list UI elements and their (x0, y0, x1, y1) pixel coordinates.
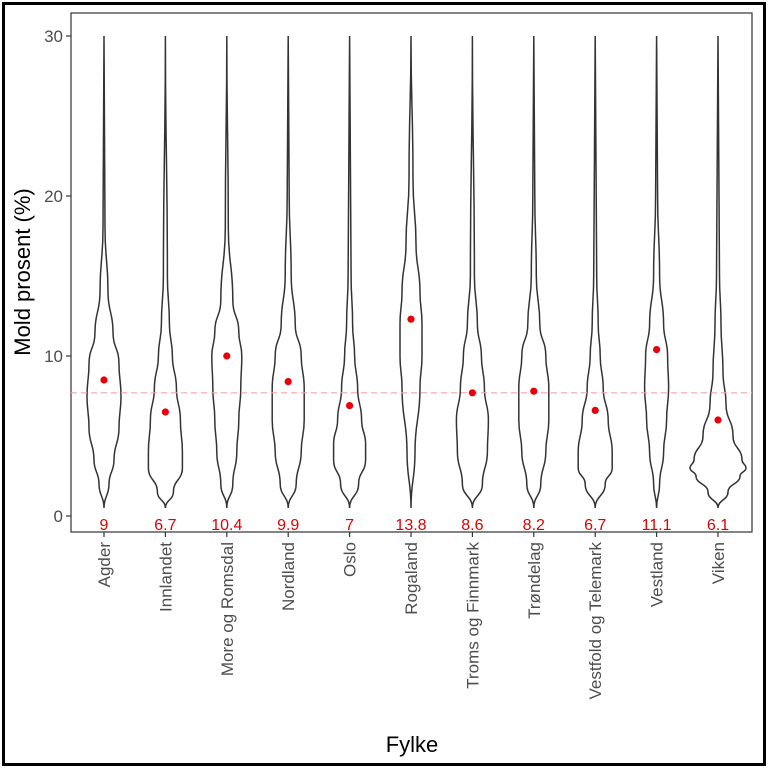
x-tick-label: Agder (95, 542, 114, 588)
x-tick-label: Oslo (341, 542, 360, 577)
median-label: 8.6 (461, 517, 483, 534)
violin-vestfold-og-telemark (577, 35, 613, 509)
y-tick-label: 0 (54, 507, 63, 526)
mean-point (653, 346, 661, 354)
violin-vestland (643, 35, 670, 509)
x-tick-label: Nordland (279, 542, 298, 611)
x-tick-label: Innlandet (156, 542, 175, 612)
y-axis: 0 10 20 30 (44, 27, 71, 526)
x-tick-label: Viken (709, 542, 728, 584)
x-tick-label: Vestfold og Telemark (586, 542, 605, 700)
median-labels: 9 6.7 10.4 9.9 7 13.8 8.6 8.2 6.7 11.1 6.1 (100, 517, 730, 534)
x-tick-label: More og Romsdal (218, 542, 237, 676)
mean-point (407, 315, 415, 323)
violin-oslo (332, 35, 367, 509)
violin-more-og-romsdal (211, 35, 243, 509)
y-axis-title: Mold prosent (%) (10, 188, 35, 356)
median-label: 6.7 (584, 517, 606, 534)
violin-agder (86, 35, 122, 509)
x-axis: Agder Innlandet More og Romsdal Nordland Osl… (95, 532, 728, 700)
mean-point (714, 416, 722, 424)
mean-point (591, 406, 599, 414)
x-tick-label: Rogaland (402, 542, 421, 615)
mean-point (530, 387, 538, 395)
mean-point (468, 389, 476, 397)
median-label: 8.2 (523, 517, 545, 534)
mean-point (100, 376, 108, 384)
x-tick-label: Trøndelag (525, 542, 544, 619)
median-label: 6.1 (707, 517, 729, 534)
median-label: 9 (100, 517, 109, 534)
median-label: 10.4 (211, 517, 242, 534)
x-tick-label: Troms og Finnmark (463, 542, 482, 689)
x-axis-title: Fylke (386, 732, 439, 757)
mean-point (284, 378, 292, 386)
mean-points (100, 315, 722, 424)
y-tick-label: 30 (44, 27, 63, 46)
median-label: 7 (345, 517, 354, 534)
violin-nordland (271, 35, 305, 509)
y-tick-label: 10 (44, 347, 63, 366)
y-tick-label: 20 (44, 187, 63, 206)
violin-trøndelag (518, 35, 550, 509)
mean-point (346, 402, 354, 410)
mean-point (161, 408, 169, 416)
x-tick-label: Vestland (648, 542, 667, 607)
violin-innlandet (147, 35, 184, 509)
violins (86, 35, 747, 509)
violin-rogaland (399, 35, 423, 509)
median-label: 13.8 (395, 517, 426, 534)
median-label: 11.1 (642, 517, 672, 534)
violin-troms-og-finnmark (455, 35, 490, 509)
median-label: 9.9 (277, 517, 299, 534)
violin-viken (689, 35, 747, 509)
median-label: 6.7 (154, 517, 176, 534)
mean-point (223, 352, 231, 360)
